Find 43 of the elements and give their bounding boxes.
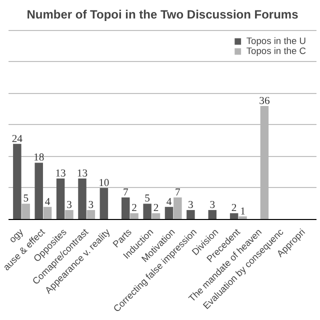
bar bbox=[100, 188, 108, 220]
legend-label: Topos in the U bbox=[246, 36, 306, 46]
data-label: 3 bbox=[88, 200, 94, 212]
data-label: 36 bbox=[259, 96, 270, 107]
bar bbox=[86, 210, 96, 220]
data-label: 18 bbox=[34, 152, 44, 164]
data-label: 10 bbox=[98, 178, 110, 189]
chart-title: Number of Topoi in the Two Discussion Forums bbox=[26, 8, 299, 22]
data-label: 4 bbox=[166, 196, 172, 208]
bar bbox=[22, 204, 30, 220]
bar bbox=[208, 210, 217, 220]
data-label: 5 bbox=[144, 194, 150, 205]
bar bbox=[143, 204, 152, 220]
bar bbox=[164, 206, 174, 220]
bar bbox=[65, 210, 74, 220]
bar bbox=[174, 197, 182, 220]
data-label: 7 bbox=[175, 187, 182, 198]
bar bbox=[34, 162, 43, 220]
bar bbox=[230, 213, 238, 220]
bar bbox=[56, 178, 65, 220]
data-label: 13 bbox=[55, 168, 66, 180]
bar bbox=[122, 197, 130, 220]
data-label: 7 bbox=[122, 187, 129, 198]
data-label: 2 bbox=[153, 203, 159, 214]
data-label: 5 bbox=[23, 194, 29, 205]
data-label: 3 bbox=[188, 200, 194, 212]
bar bbox=[130, 213, 138, 220]
data-label: 2 bbox=[132, 203, 137, 214]
data-label: 3 bbox=[66, 200, 72, 212]
bar bbox=[260, 106, 269, 220]
data-label: 4 bbox=[44, 196, 51, 208]
bar bbox=[43, 206, 52, 220]
bar bbox=[13, 144, 22, 220]
bar bbox=[186, 210, 195, 220]
data-label: 24 bbox=[12, 134, 24, 145]
data-label: 1 bbox=[240, 206, 246, 218]
legend-label: Topos in the C bbox=[246, 46, 306, 56]
bar bbox=[152, 213, 160, 220]
data-label: 3 bbox=[210, 200, 216, 212]
bar bbox=[78, 178, 86, 220]
data-label: 2 bbox=[231, 203, 237, 214]
x-tick-label: ogy bbox=[7, 226, 26, 245]
data-label: 13 bbox=[76, 168, 88, 180]
